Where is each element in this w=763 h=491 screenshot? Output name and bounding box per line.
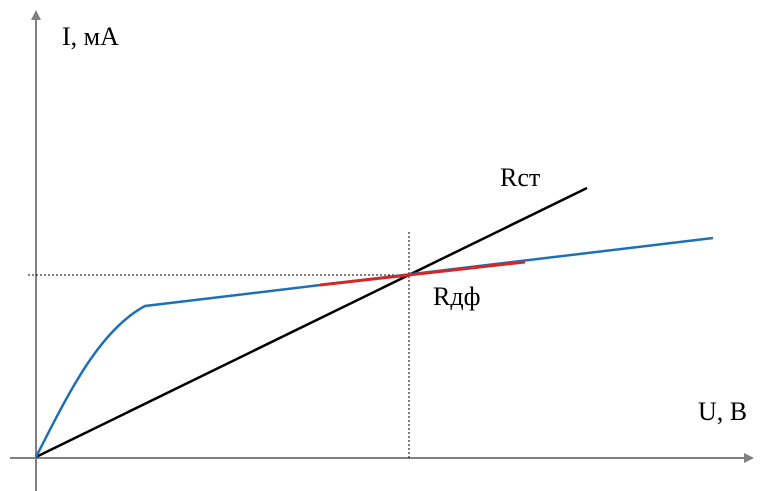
r-diff-label: Rдф: [433, 282, 480, 311]
static-resistance-line: [35, 186, 588, 459]
differential-resistance-segment: [319, 260, 526, 287]
iv-characteristic-curve: [34, 236, 714, 458]
y-axis-label: I, мА: [62, 22, 119, 51]
x-axis-label: U, В: [698, 397, 747, 426]
r-static-label: Rст: [500, 163, 540, 192]
